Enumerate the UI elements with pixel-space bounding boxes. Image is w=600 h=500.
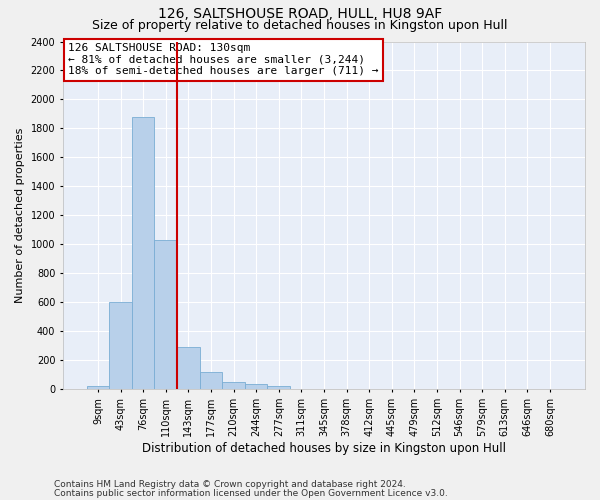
Text: Contains HM Land Registry data © Crown copyright and database right 2024.: Contains HM Land Registry data © Crown c… [54,480,406,489]
Bar [268,386,290,390]
Bar [132,117,154,390]
Bar [290,388,313,390]
Y-axis label: Number of detached properties: Number of detached properties [15,128,25,303]
Text: 126, SALTSHOUSE ROAD, HULL, HU8 9AF: 126, SALTSHOUSE ROAD, HULL, HU8 9AF [158,8,442,22]
Bar [200,372,222,390]
Bar [177,348,200,390]
Text: 126 SALTSHOUSE ROAD: 130sqm
← 81% of detached houses are smaller (3,244)
18% of : 126 SALTSHOUSE ROAD: 130sqm ← 81% of det… [68,43,379,76]
Text: Contains public sector information licensed under the Open Government Licence v3: Contains public sector information licen… [54,488,448,498]
X-axis label: Distribution of detached houses by size in Kingston upon Hull: Distribution of detached houses by size … [142,442,506,455]
Bar [86,386,109,390]
Bar [222,382,245,390]
Bar [245,384,268,390]
Bar [154,240,177,390]
Text: Size of property relative to detached houses in Kingston upon Hull: Size of property relative to detached ho… [92,19,508,32]
Bar [109,302,132,390]
